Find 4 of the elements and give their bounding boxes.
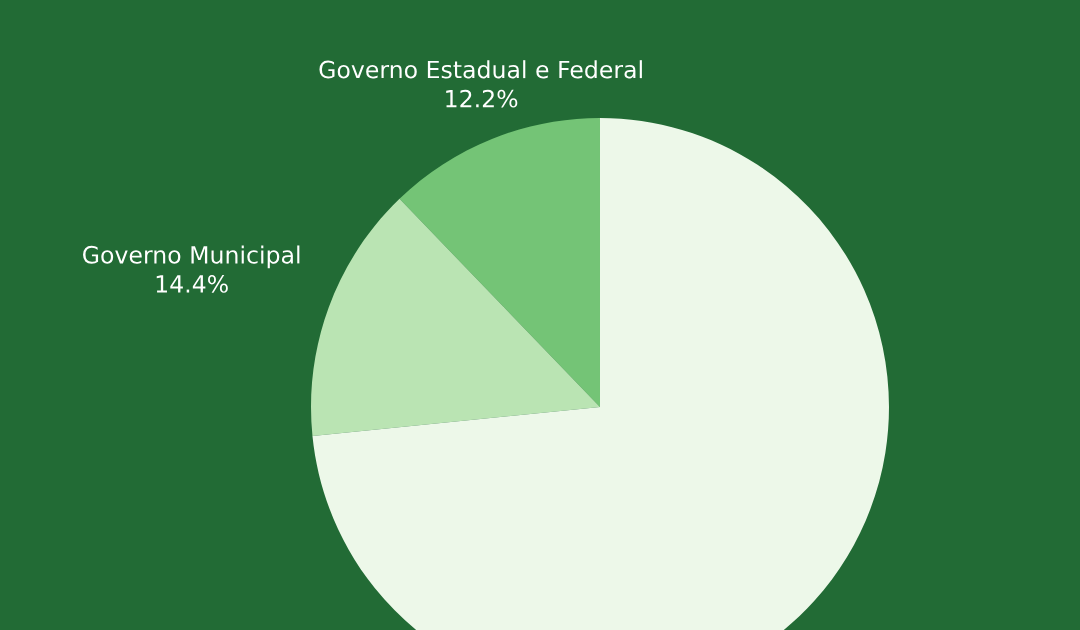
data-label: 14.4% [156,275,228,293]
slice-label: Governo Municipal [83,245,300,269]
slice-label: Governo Estadual e Federal [319,60,642,79]
data-label: 12.2% [446,89,518,108]
